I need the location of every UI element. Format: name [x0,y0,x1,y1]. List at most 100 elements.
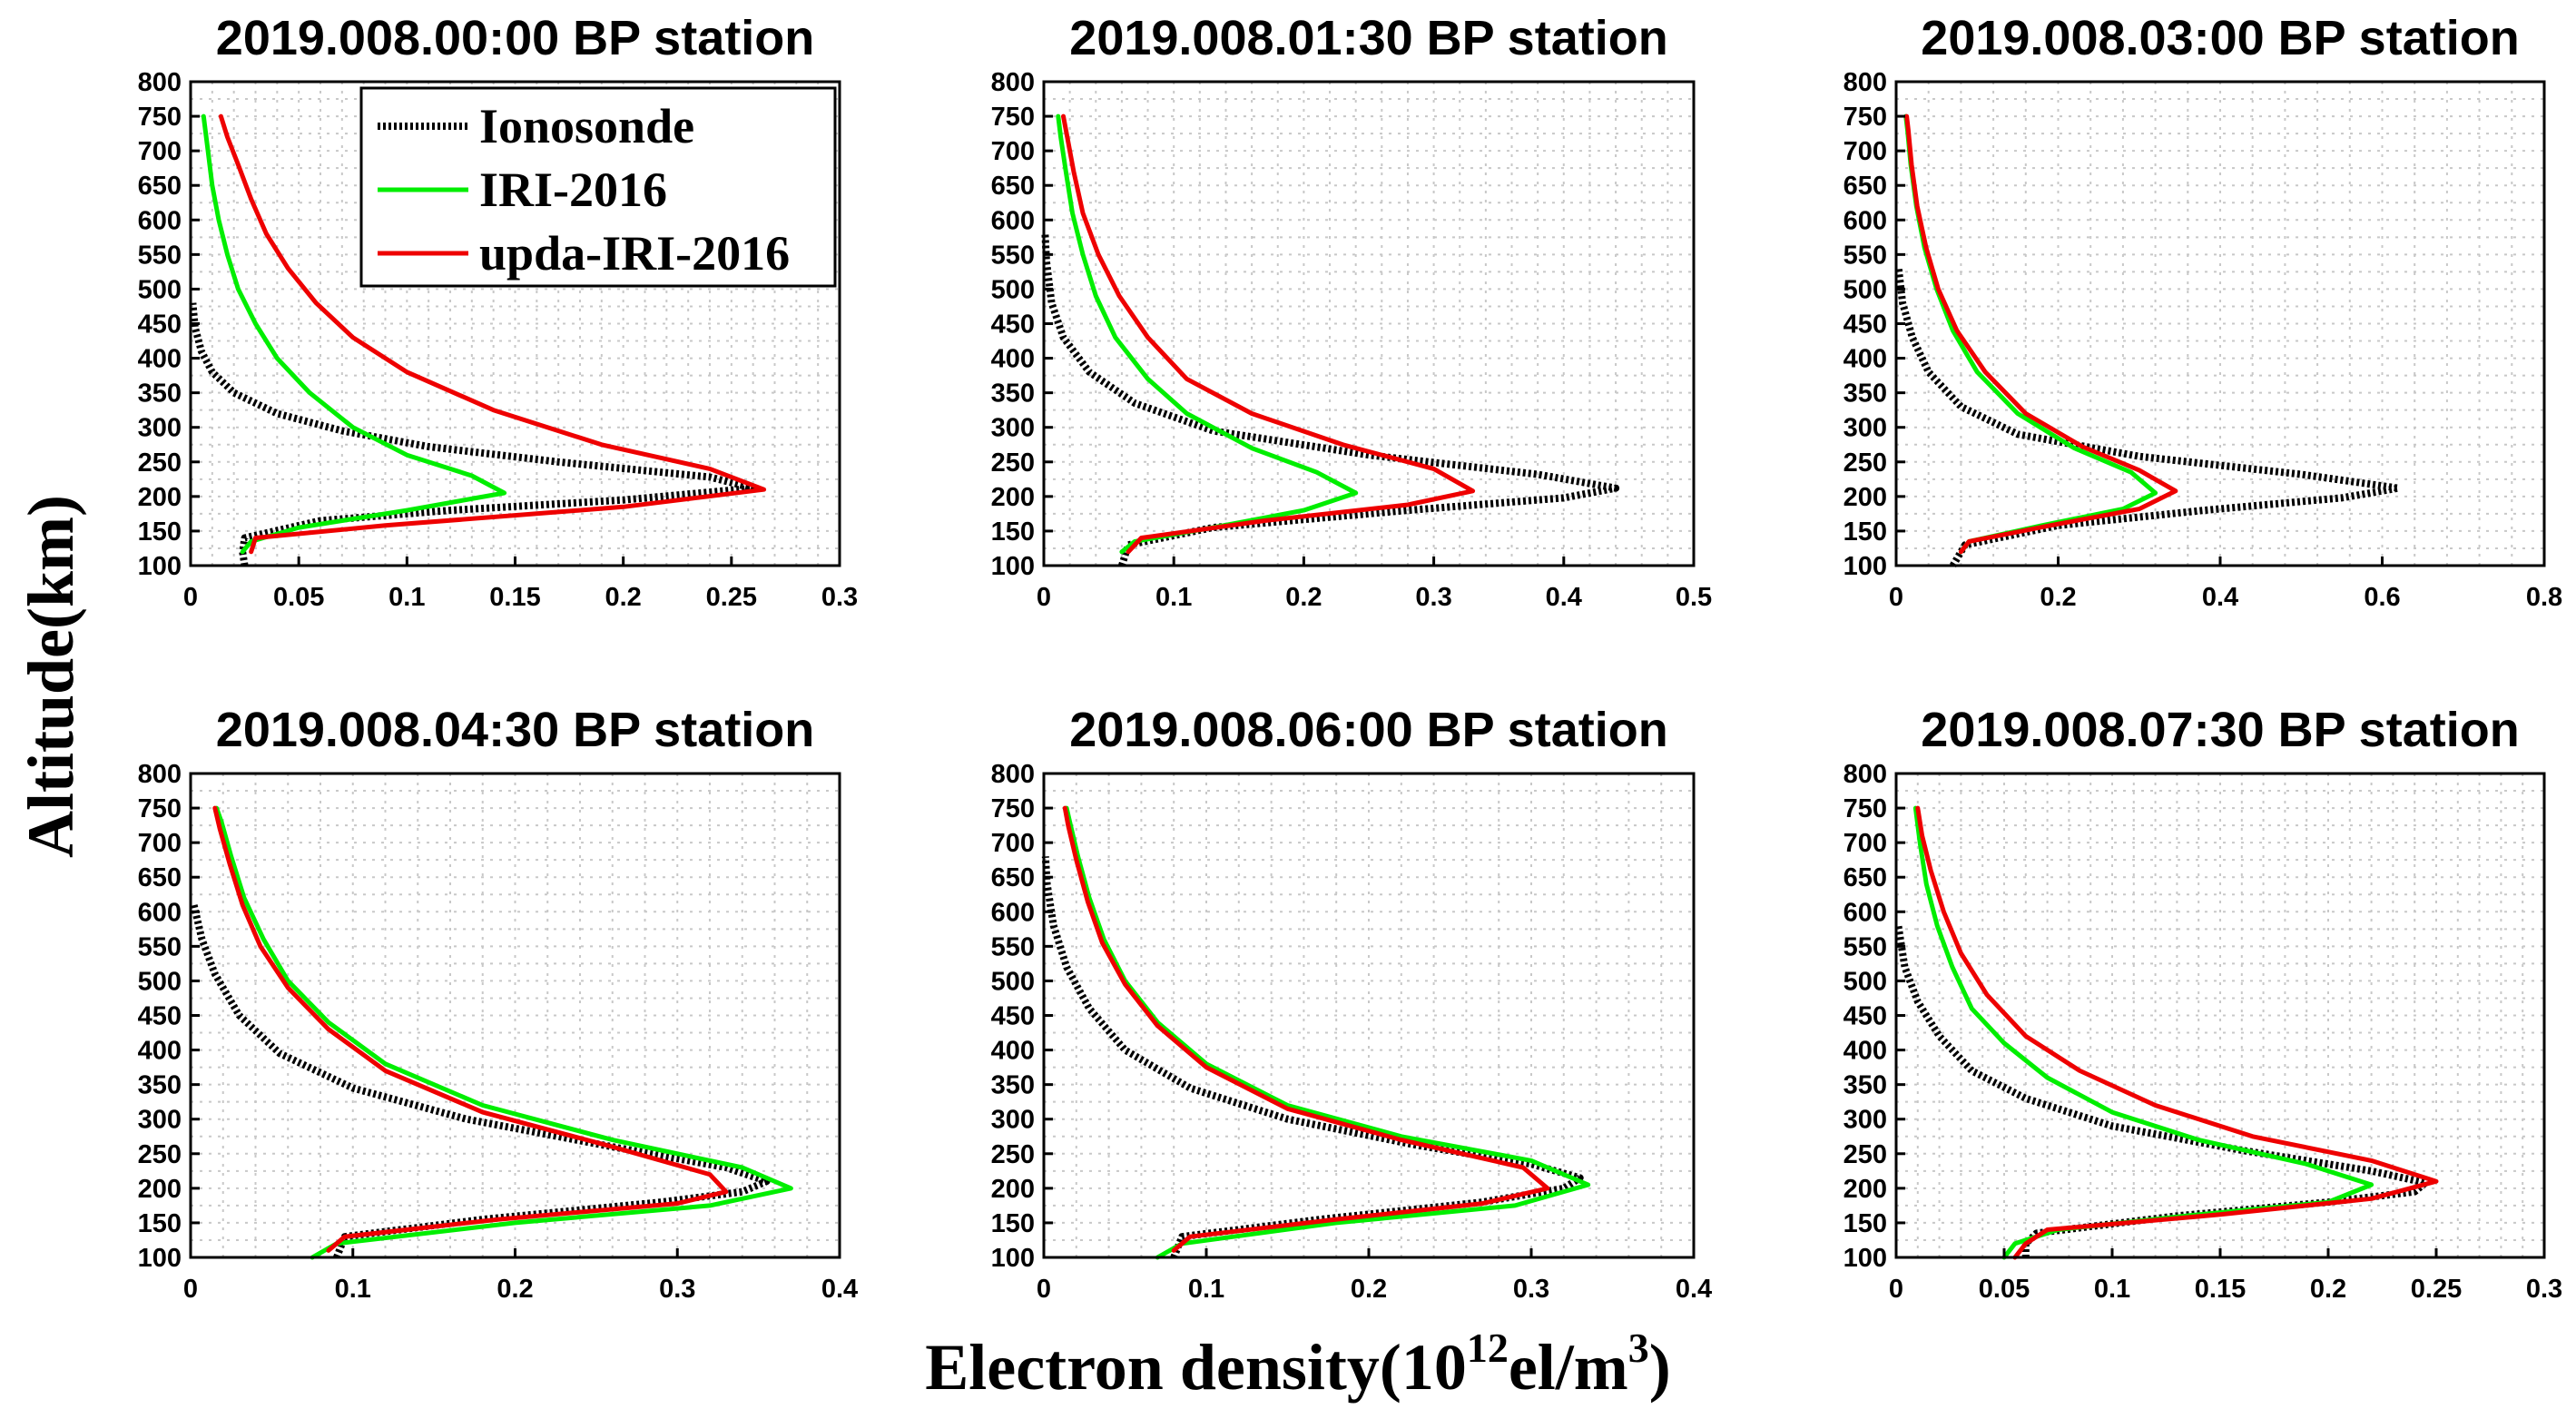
y-tick-label: 650 [138,863,182,892]
y-tick-label: 450 [991,310,1035,340]
y-tick-label: 800 [1844,760,1887,789]
x-tick-label: 0.1 [1155,583,1192,612]
y-tick-label: 500 [138,967,182,996]
y-tick-label: 200 [138,1175,182,1204]
y-tick-label: 450 [1844,1002,1887,1031]
y-tick-label: 400 [991,1037,1035,1066]
y-tick-label: 750 [138,103,182,132]
subplot-4: 2019.008.04:30 BP station 0 0.1 0.2 0.3 0.4 10… [138,703,859,1304]
axes-frame [1894,772,2546,1259]
subplot-grid: 2019.008.00:00 BP station 0 0.05 0.1 0.15 0.2… [138,11,2563,1304]
y-tick-label: 550 [138,932,182,961]
x-tick-label: 0.3 [1513,1275,1549,1304]
y-tick-label: 450 [138,1002,182,1031]
y-tick-label: 250 [991,1140,1035,1169]
y-tick-label: 650 [991,172,1035,201]
series-line-ionosonde [1041,856,1584,1259]
y-tick-label: 800 [1844,68,1887,97]
x-axis-label-close: ) [1649,1331,1671,1404]
x-tick-label: 0.1 [335,1275,371,1304]
subplot-6: 2019.008.07:30 BP station 0 0.05 0.1 0.15 0.2… [1844,703,2563,1304]
y-tick-label: 650 [1844,863,1887,892]
y-tick-label: 100 [138,552,182,581]
series-line-upda-iri-2016 [218,113,767,555]
y-tick-label: 200 [1844,1175,1887,1204]
x-tick-label: 0.2 [2040,583,2076,612]
series-line-upda-iri-2016 [212,805,729,1253]
y-tick-label: 250 [1844,448,1887,478]
y-tick-label: 650 [1844,172,1887,201]
x-tick-label: 0.1 [1188,1275,1224,1304]
axes-frame [1042,772,1696,1259]
subplot-title: 2019.008.06:00 BP station [1069,703,1667,757]
x-tick-label: 0.25 [2411,1275,2462,1304]
series-line-iri-2016 [201,113,507,555]
x-axis-label-exp: 12 [1467,1325,1509,1371]
x-tick-label: 0.4 [1546,583,1582,612]
y-tick-label: 550 [138,241,182,270]
y-tick-label: 550 [991,932,1035,961]
x-tick-label: 0.3 [821,583,858,612]
y-tick-label: 350 [138,379,182,409]
y-tick-label: 300 [991,1106,1035,1135]
y-tick-label: 600 [138,898,182,927]
x-tick-label: 0 [1037,583,1051,612]
y-tick-label: 700 [138,137,182,166]
subplot-title: 2019.008.00:00 BP station [216,11,814,65]
y-tick-label: 700 [1844,137,1887,166]
x-axis-label-main: Electron density(10 [925,1331,1467,1404]
y-tick-label: 800 [138,68,182,97]
y-tick-label: 500 [1844,967,1887,996]
axes-frame [189,772,841,1259]
subplot-3: 2019.008.03:00 BP station 0 0.2 0.4 0.6 0.8 10… [1844,11,2563,612]
legend-label: IRI-2016 [479,163,667,217]
x-tick-label: 0.2 [1351,1275,1387,1304]
y-tick-label: 400 [1844,1037,1887,1066]
y-tick-label: 450 [1844,310,1887,340]
y-tick-label: 100 [1844,1244,1887,1273]
x-axis-label: Electron density(1012el/m3) [925,1325,1671,1404]
x-tick-label: 0.4 [2202,583,2238,612]
y-tick-label: 250 [1844,1140,1887,1169]
y-tick-label: 500 [991,967,1035,996]
y-tick-label: 350 [1844,379,1887,409]
x-tick-label: 0 [1037,1275,1051,1304]
series-line-iri-2016 [1903,113,2158,555]
y-tick-label: 450 [138,310,182,340]
x-tick-label: 0 [183,583,198,612]
y-tick-label: 700 [1844,829,1887,858]
y-tick-label: 300 [991,414,1035,443]
y-tick-label: 350 [138,1071,182,1100]
x-tick-label: 0.1 [2094,1275,2130,1304]
subplot-title: 2019.008.03:00 BP station [1921,11,2519,65]
x-tick-label: 0 [183,1275,198,1304]
y-tick-label: 300 [138,1106,182,1135]
y-tick-label: 600 [1844,898,1887,927]
y-tick-label: 700 [138,829,182,858]
x-tick-label: 0.1 [388,583,425,612]
y-tick-label: 350 [1844,1071,1887,1100]
y-tick-label: 600 [138,206,182,235]
y-tick-label: 700 [991,829,1035,858]
y-tick-label: 150 [138,517,182,547]
x-tick-label: 0.2 [497,1275,533,1304]
x-tick-label: 0.6 [2364,583,2400,612]
subplot-2: 2019.008.01:30 BP station 0 0.1 0.2 0.3 0.4 0.… [991,11,1713,612]
y-tick-label: 350 [991,1071,1035,1100]
y-tick-label: 150 [138,1209,182,1238]
y-tick-label: 200 [1844,483,1887,512]
y-tick-label: 550 [1844,932,1887,961]
y-tick-label: 500 [138,275,182,304]
y-tick-label: 400 [138,1037,182,1066]
y-tick-label: 400 [1844,345,1887,374]
y-tick-label: 200 [991,1175,1035,1204]
x-tick-label: 0.3 [2526,1275,2562,1304]
x-tick-label: 0.2 [2310,1275,2346,1304]
x-tick-label: 0.2 [1285,583,1322,612]
x-axis-label-unit-exp: 3 [1628,1325,1649,1371]
y-tick-label: 150 [1844,517,1887,547]
x-tick-label: 0.05 [1979,1275,2030,1304]
legend-label: Ionosonde [479,99,694,153]
subplot-title: 2019.008.01:30 BP station [1069,11,1667,65]
